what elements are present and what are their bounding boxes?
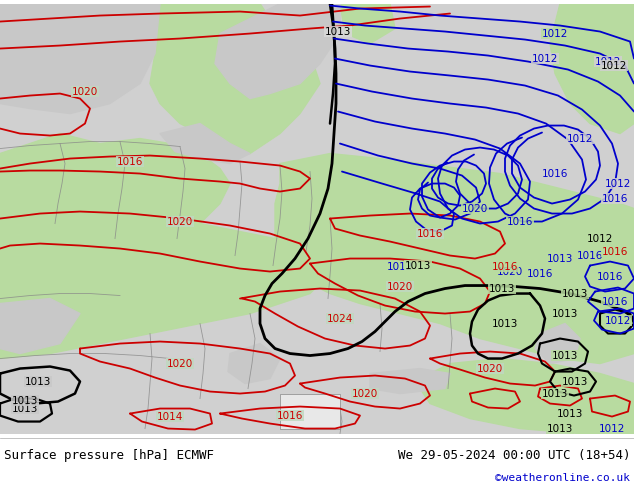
Text: 1020: 1020 — [72, 87, 98, 97]
Polygon shape — [150, 3, 320, 153]
Text: 1013: 1013 — [562, 376, 588, 387]
Text: 1013: 1013 — [547, 253, 573, 264]
Text: 1012: 1012 — [567, 134, 593, 144]
Text: 1016: 1016 — [277, 411, 303, 420]
Text: 1013: 1013 — [552, 309, 578, 318]
Text: 1013: 1013 — [405, 261, 431, 270]
Text: 1013: 1013 — [562, 289, 588, 298]
Text: 1020: 1020 — [462, 203, 488, 214]
Text: 1016: 1016 — [602, 194, 628, 203]
Text: 1013: 1013 — [552, 350, 578, 361]
Text: 1020: 1020 — [167, 359, 193, 368]
Text: 1013: 1013 — [547, 423, 573, 434]
Text: 1014: 1014 — [157, 412, 183, 421]
Polygon shape — [420, 359, 634, 434]
Text: 1016: 1016 — [602, 296, 628, 307]
Text: 1013: 1013 — [325, 26, 351, 37]
Text: 1016: 1016 — [542, 169, 568, 178]
Text: 1016: 1016 — [417, 228, 443, 239]
Polygon shape — [535, 323, 580, 364]
Text: 1016: 1016 — [492, 262, 518, 271]
Text: 1012: 1012 — [542, 28, 568, 39]
Polygon shape — [0, 134, 230, 298]
Polygon shape — [160, 123, 250, 164]
Bar — [280, 393, 340, 429]
Text: 1020: 1020 — [497, 267, 523, 276]
Text: 1016: 1016 — [577, 250, 603, 261]
Polygon shape — [550, 3, 634, 134]
Text: 1024: 1024 — [327, 314, 353, 323]
Polygon shape — [215, 3, 340, 98]
Text: 1012: 1012 — [587, 234, 613, 244]
Text: 1012: 1012 — [605, 316, 631, 325]
Text: 1016: 1016 — [597, 271, 623, 282]
Text: 1013: 1013 — [25, 376, 51, 387]
Polygon shape — [228, 343, 280, 384]
Text: 1013: 1013 — [12, 395, 38, 406]
Text: 1020: 1020 — [477, 364, 503, 373]
Text: 1016: 1016 — [602, 246, 628, 257]
Text: 1013: 1013 — [492, 318, 518, 328]
Text: 1013: 1013 — [12, 404, 38, 414]
Text: 1020: 1020 — [167, 217, 193, 226]
Text: 1020: 1020 — [352, 389, 378, 398]
Polygon shape — [370, 368, 450, 393]
Polygon shape — [0, 3, 160, 114]
Text: 1016: 1016 — [507, 217, 533, 226]
Text: 1012: 1012 — [532, 53, 558, 64]
Text: 1012: 1012 — [387, 262, 413, 271]
Polygon shape — [340, 3, 395, 44]
Text: 1012: 1012 — [605, 178, 631, 189]
Polygon shape — [0, 298, 80, 354]
Text: Surface pressure [hPa] ECMWF: Surface pressure [hPa] ECMWF — [4, 448, 214, 462]
Text: ©weatheronline.co.uk: ©weatheronline.co.uk — [495, 473, 630, 483]
Text: 1016: 1016 — [117, 156, 143, 167]
Polygon shape — [0, 198, 330, 359]
Text: 1012: 1012 — [598, 423, 625, 434]
Text: 1013: 1013 — [542, 389, 568, 398]
Text: 1013: 1013 — [489, 284, 515, 294]
Text: 1012: 1012 — [595, 56, 621, 67]
Text: 1020: 1020 — [387, 282, 413, 292]
Polygon shape — [215, 24, 300, 98]
Text: We 29-05-2024 00:00 UTC (18+54): We 29-05-2024 00:00 UTC (18+54) — [398, 448, 630, 462]
Text: 1016: 1016 — [527, 269, 553, 278]
Text: 1012: 1012 — [601, 61, 627, 71]
Text: 1013: 1013 — [557, 409, 583, 418]
Polygon shape — [275, 153, 634, 364]
